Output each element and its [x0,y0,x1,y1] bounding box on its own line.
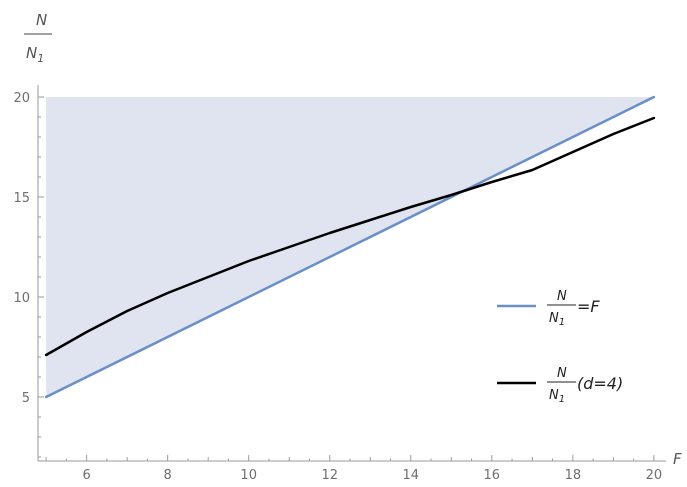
y-axis-label: N N1 [24,11,52,65]
series-line-d4 [44,116,656,357]
x-tick-label: 8 [164,468,172,483]
legend-numerator-linear: N [557,289,567,304]
x-tick-label: 18 [565,468,582,483]
x-tick-label: 12 [321,468,338,483]
legend-numerator-d4: N [557,366,567,381]
x-tick-label: 16 [484,468,501,483]
y-axis-label-denominator: N1 [26,44,44,65]
ticks: 6 8 10 12 14 16 18 20 5 10 15 20 [13,91,662,483]
legend-suffix-linear: =F [577,297,600,316]
axes [37,85,666,462]
legend-entry-linear: N N1 =F [497,289,600,328]
legend-denominator-linear: N1 [549,311,565,328]
y-tick-label: 15 [13,191,30,206]
x-tick-label: 20 [646,468,663,483]
y-tick-label: 20 [13,91,30,106]
y-tick-label: 10 [13,291,30,306]
x-tick-label: 6 [82,468,90,483]
legend-suffix-d4: (d=4) [577,374,623,393]
legend-denominator-d4: N1 [549,388,565,405]
x-axis-label: F [673,450,682,468]
legend-entry-d4: N N1 (d=4) [497,366,623,405]
y-tick-label: 5 [22,391,30,406]
series-lines [44,95,656,399]
x-tick-label: 10 [240,468,257,483]
series-line-linear [44,95,656,399]
legend: N N1 =F N N1 (d=4) [497,289,623,405]
x-tick-label: 14 [403,468,420,483]
y-axis-label-numerator: N [36,11,47,29]
